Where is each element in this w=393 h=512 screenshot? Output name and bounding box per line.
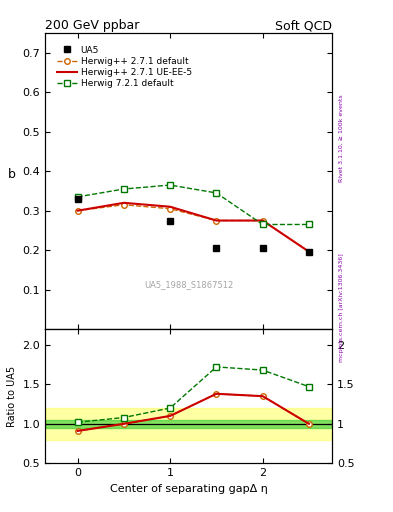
Herwig++ 2.7.1 UE-EE-5 — [260, 218, 265, 224]
Herwig 7.2.1 default — [168, 182, 173, 188]
Y-axis label: Ratio to UA5: Ratio to UA5 — [7, 366, 17, 426]
Herwig++ 2.7.1 default — [214, 218, 219, 224]
Herwig++ 2.7.1 default — [121, 202, 126, 208]
Herwig 7.2.1 default — [260, 221, 265, 227]
UA5 — [307, 249, 311, 255]
Herwig 7.2.1 default — [307, 221, 311, 227]
Line: Herwig 7.2.1 default: Herwig 7.2.1 default — [75, 182, 312, 227]
UA5 — [168, 218, 173, 224]
Herwig 7.2.1 default — [121, 186, 126, 192]
Text: Rivet 3.1.10, ≥ 100k events: Rivet 3.1.10, ≥ 100k events — [339, 94, 344, 182]
Herwig++ 2.7.1 UE-EE-5 — [75, 208, 80, 214]
Text: UA5_1988_S1867512: UA5_1988_S1867512 — [144, 280, 233, 289]
X-axis label: Center of separating gapΔ η: Center of separating gapΔ η — [110, 484, 268, 494]
Legend: UA5, Herwig++ 2.7.1 default, Herwig++ 2.7.1 UE-EE-5, Herwig 7.2.1 default: UA5, Herwig++ 2.7.1 default, Herwig++ 2.… — [55, 44, 194, 90]
Herwig++ 2.7.1 UE-EE-5 — [168, 204, 173, 210]
Line: Herwig++ 2.7.1 default: Herwig++ 2.7.1 default — [75, 202, 312, 254]
Y-axis label: b: b — [7, 168, 15, 181]
Herwig++ 2.7.1 default — [260, 218, 265, 224]
Herwig++ 2.7.1 UE-EE-5 — [307, 249, 311, 255]
Herwig 7.2.1 default — [214, 190, 219, 196]
Herwig++ 2.7.1 default — [168, 206, 173, 212]
UA5 — [260, 245, 265, 251]
Line: UA5: UA5 — [74, 196, 312, 255]
Text: Soft QCD: Soft QCD — [275, 19, 332, 32]
Text: 200 GeV ppbar: 200 GeV ppbar — [45, 19, 140, 32]
Text: mcplots.cern.ch [arXiv:1306.3436]: mcplots.cern.ch [arXiv:1306.3436] — [339, 253, 344, 361]
Bar — [45, 420, 332, 428]
Line: Herwig++ 2.7.1 UE-EE-5: Herwig++ 2.7.1 UE-EE-5 — [77, 203, 309, 252]
Herwig++ 2.7.1 UE-EE-5 — [214, 218, 219, 224]
Herwig++ 2.7.1 default — [75, 208, 80, 214]
UA5 — [75, 196, 80, 202]
Bar — [45, 408, 332, 440]
Herwig++ 2.7.1 UE-EE-5 — [121, 200, 126, 206]
UA5 — [214, 245, 219, 251]
Herwig++ 2.7.1 default — [307, 249, 311, 255]
Herwig 7.2.1 default — [75, 194, 80, 200]
